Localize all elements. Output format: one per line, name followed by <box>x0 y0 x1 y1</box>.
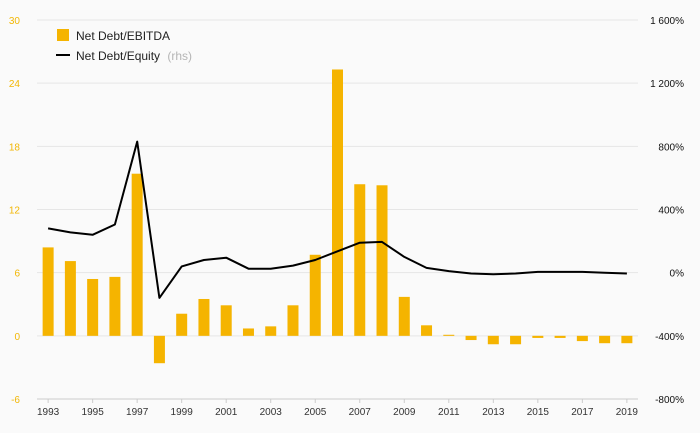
bar <box>465 335 477 341</box>
legend-line-name: Net Debt/Equity <box>76 49 160 63</box>
legend-bar-swatch <box>57 29 69 41</box>
left-tick-label: -6 <box>11 395 20 406</box>
right-tick-label: 0% <box>670 269 685 280</box>
x-tick-label: 1999 <box>171 407 194 418</box>
bar <box>153 335 165 364</box>
left-tick-label: 6 <box>14 269 20 280</box>
x-axis: 1993 1995 1997 1999 2001 2003 2005 2007 2009 2011… <box>37 398 639 418</box>
x-tick-label: 2003 <box>260 407 283 418</box>
bar <box>421 325 433 336</box>
legend-bar-label: Net Debt/EBITDA <box>76 29 170 43</box>
legend-line-note: (rhs) <box>167 49 192 63</box>
bar <box>443 334 455 336</box>
left-axis: -6 0 6 12 18 24 30 <box>9 16 21 406</box>
bar <box>487 335 499 345</box>
bar <box>64 261 76 336</box>
x-tick-label: 2011 <box>438 407 460 418</box>
right-tick-label: 1 600% <box>650 16 684 27</box>
x-tick-label: 1997 <box>126 407 149 418</box>
bar <box>510 335 522 345</box>
bar <box>376 185 388 336</box>
bar <box>332 69 343 336</box>
x-tick-label: 2009 <box>393 407 416 418</box>
bar <box>109 276 121 336</box>
bar <box>398 296 410 336</box>
bar <box>287 305 299 336</box>
bar <box>220 305 232 336</box>
bar <box>354 184 366 336</box>
left-tick-label: 12 <box>9 206 21 217</box>
bar <box>265 326 277 336</box>
x-tick-label: 2015 <box>527 407 550 418</box>
left-tick-label: 18 <box>9 142 21 153</box>
bar <box>532 335 544 338</box>
x-tick-label: 2005 <box>304 407 327 418</box>
bar <box>599 335 611 344</box>
x-tick-label: 1993 <box>37 407 60 418</box>
right-tick-label: 1 200% <box>650 79 684 90</box>
bar <box>198 298 210 336</box>
right-tick-label: -800% <box>655 395 684 406</box>
bar <box>309 254 321 336</box>
x-tick-label: 2017 <box>571 407 594 418</box>
bar <box>242 328 254 336</box>
bar <box>554 335 566 338</box>
right-tick-label: 800% <box>658 142 684 153</box>
bar <box>176 313 188 336</box>
bar <box>87 278 99 336</box>
line-series <box>47 140 627 299</box>
right-tick-label: 400% <box>658 206 684 217</box>
legend: Net Debt/EBITDA Net Debt/Equity (rhs) <box>56 29 192 63</box>
bars-series <box>42 69 633 364</box>
bar <box>576 335 588 342</box>
x-tick-label: 2001 <box>215 407 238 418</box>
right-axis: -800% -400% 0% 400% 800% 1 200% 1 600% <box>650 16 684 406</box>
left-tick-label: 24 <box>9 79 21 90</box>
x-tick-label: 2019 <box>616 407 639 418</box>
x-tick-label: 2013 <box>482 407 505 418</box>
x-tick-label: 1995 <box>82 407 105 418</box>
left-tick-label: 30 <box>9 16 21 27</box>
bar <box>42 247 54 336</box>
x-tick-label: 2007 <box>349 407 372 418</box>
bar <box>621 335 633 344</box>
left-tick-label: 0 <box>14 332 20 343</box>
bar <box>131 173 143 336</box>
legend-line-label: Net Debt/Equity (rhs) <box>76 49 192 63</box>
right-tick-label: -400% <box>655 332 684 343</box>
net-debt-equity-line <box>47 140 627 299</box>
